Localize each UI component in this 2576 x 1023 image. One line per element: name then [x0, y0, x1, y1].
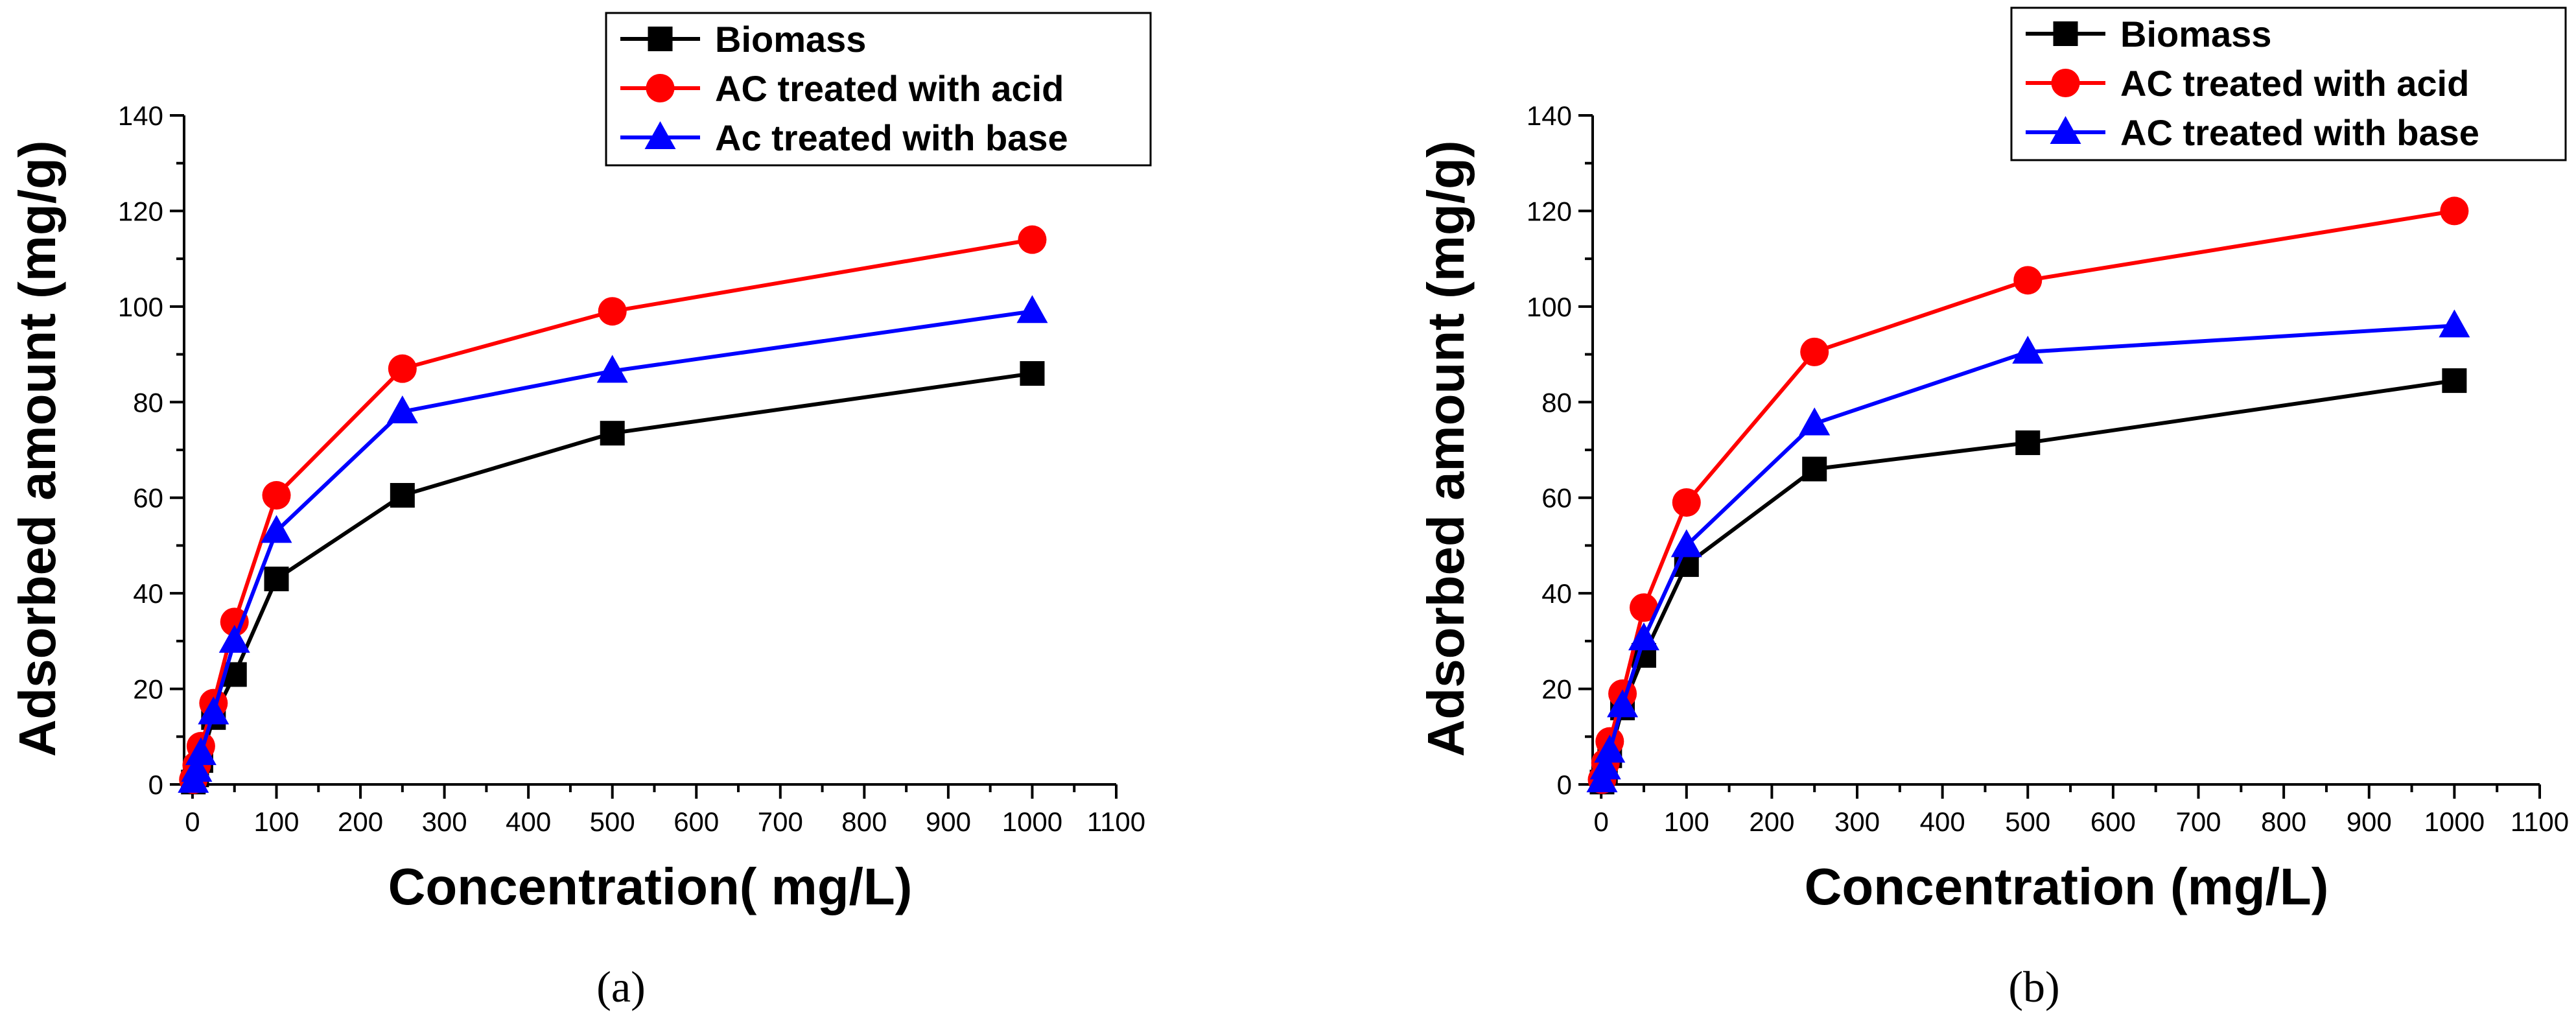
y-tick-label: 140 [118, 100, 163, 131]
x-tick-label: 0 [1593, 806, 1608, 837]
x-tick-label: 1100 [2511, 806, 2569, 837]
x-tick-label: 500 [590, 806, 635, 837]
y-tick-label: 60 [1541, 483, 1572, 513]
data-point-ac-treated-with-acid [220, 607, 249, 637]
panel-label: (a) [596, 962, 645, 1011]
chart-panel-b: 0 100 200 300 400 500 600 700 800 900 1000 1100 0 20 4… [1417, 6, 2569, 1011]
series-line-ac-treated-with-base [1600, 323, 2455, 781]
y-tick-label: 0 [1557, 770, 1572, 800]
data-point-ac-treated-with-acid [2013, 266, 2043, 295]
y-tick-label: 100 [118, 292, 163, 322]
y-tick-label: 140 [1527, 100, 1572, 131]
data-point-ac-treated-with-base [2439, 309, 2470, 338]
data-point-ac-treated-with-base [1628, 622, 1659, 651]
y-tick-label: 120 [118, 196, 163, 226]
x-tick-label: 1000 [1002, 806, 1062, 837]
panel-label: (b) [2008, 962, 2059, 1011]
x-tick-label: 600 [673, 806, 719, 837]
x-tick-label: 900 [926, 806, 971, 837]
data-point-ac-treated-with-base [198, 696, 229, 725]
data-point-biomass [2442, 368, 2467, 394]
data-point-ac-treated-with-acid [2440, 196, 2469, 226]
legend-marker-biomass [2053, 21, 2078, 46]
x-tick-label: 900 [2347, 806, 2392, 837]
data-point-ac-treated-with-base [596, 355, 628, 383]
x-tick-label: 700 [2175, 806, 2221, 837]
y-tick-label: 0 [148, 770, 163, 800]
x-tick-label: 300 [1834, 806, 1880, 837]
x-axis-title: Concentration( mg/L) [388, 858, 913, 915]
legend-label-biomass: Biomass [2120, 14, 2271, 54]
y-tick-label: 120 [1527, 196, 1572, 226]
data-point-ac-treated-with-base [1594, 735, 1626, 763]
data-point-biomass [1802, 456, 1827, 482]
x-tick-label: 300 [422, 806, 467, 837]
data-point-biomass [264, 567, 289, 592]
y-axis-title: Adsorbed amount (mg/g) [1417, 140, 1475, 757]
data-point-ac-treated-with-base [1670, 529, 1702, 558]
legend-marker-ac-treated-with-base [644, 121, 676, 149]
y-tick-label: 40 [1541, 578, 1572, 609]
data-point-ac-treated-with-acid [262, 481, 291, 510]
y-tick-label: 80 [133, 387, 163, 417]
y-tick-label: 20 [1541, 674, 1572, 705]
data-point-biomass [600, 421, 625, 446]
data-point-ac-treated-with-acid [1629, 593, 1658, 622]
legend-marker-ac-treated-with-base [2050, 116, 2081, 144]
data-point-ac-treated-with-base [218, 624, 250, 653]
data-point-ac-treated-with-base [181, 753, 213, 782]
data-point-biomass [2015, 430, 2041, 455]
data-point-ac-treated-with-base [2012, 335, 2044, 364]
data-point-ac-treated-with-acid [598, 297, 627, 326]
x-tick-label: 200 [338, 806, 383, 837]
x-tick-label: 100 [253, 806, 299, 837]
data-point-ac-treated-with-base [1607, 689, 1639, 718]
data-point-ac-treated-with-acid [388, 354, 417, 383]
legend-label-biomass: Biomass [715, 19, 866, 60]
data-point-biomass [390, 483, 415, 508]
legend-label-ac-treated-with-acid: AC treated with acid [2120, 63, 2469, 104]
data-point-ac-treated-with-base [261, 515, 292, 543]
x-tick-label: 200 [1749, 806, 1794, 837]
y-axis-title: Adsorbed amount (mg/g) [8, 140, 66, 757]
x-tick-label: 800 [841, 806, 887, 837]
data-point-ac-treated-with-acid [1672, 488, 1701, 517]
y-tick-label: 100 [1527, 292, 1572, 322]
x-tick-label: 100 [1664, 806, 1709, 837]
legend: Biomass AC treated with acid AC treated wi… [2010, 6, 2567, 161]
y-tick-label: 60 [133, 483, 163, 513]
x-tick-label: 1100 [1087, 806, 1145, 837]
x-tick-label: 500 [2005, 806, 2050, 837]
legend-label-ac-treated-with-base: AC treated with base [2120, 112, 2479, 153]
data-point-ac-treated-with-base [1016, 295, 1048, 323]
x-tick-label: 700 [758, 806, 803, 837]
data-point-ac-treated-with-base [185, 737, 217, 766]
x-tick-label: 600 [2090, 806, 2136, 837]
series-line-ac-treated-with-acid [1600, 209, 2455, 781]
y-tick-label: 80 [1541, 387, 1572, 417]
data-point-ac-treated-with-base [1799, 407, 1831, 436]
data-point-biomass [1020, 361, 1045, 386]
legend-label-ac-treated-with-acid: AC treated with acid [715, 68, 1064, 109]
x-tick-label: 0 [185, 806, 200, 837]
x-tick-label: 800 [2261, 806, 2306, 837]
chart-panel-a: 0 100 200 300 400 500 600 700 800 900 1000 1100 0 20 4… [8, 12, 1152, 1011]
x-tick-label: 400 [506, 806, 551, 837]
legend: Biomass AC treated with acid Ac treated wi… [605, 12, 1152, 167]
y-tick-label: 20 [133, 674, 163, 705]
y-tick-label: 40 [133, 578, 163, 609]
legend-marker-ac-treated-with-acid [2051, 69, 2080, 97]
data-point-ac-treated-with-base [1589, 751, 1621, 780]
x-tick-label: 1000 [2424, 806, 2485, 837]
x-axis-title: Concentration (mg/L) [1805, 858, 2329, 915]
x-tick-label: 400 [1920, 806, 1965, 837]
legend-label-ac-treated-with-base: Ac treated with base [715, 117, 1068, 158]
data-point-ac-treated-with-acid [1800, 337, 1829, 366]
data-point-ac-treated-with-acid [1018, 225, 1047, 254]
legend-marker-ac-treated-with-acid [646, 74, 675, 102]
legend-marker-biomass [648, 27, 673, 51]
data-point-ac-treated-with-base [386, 395, 418, 424]
